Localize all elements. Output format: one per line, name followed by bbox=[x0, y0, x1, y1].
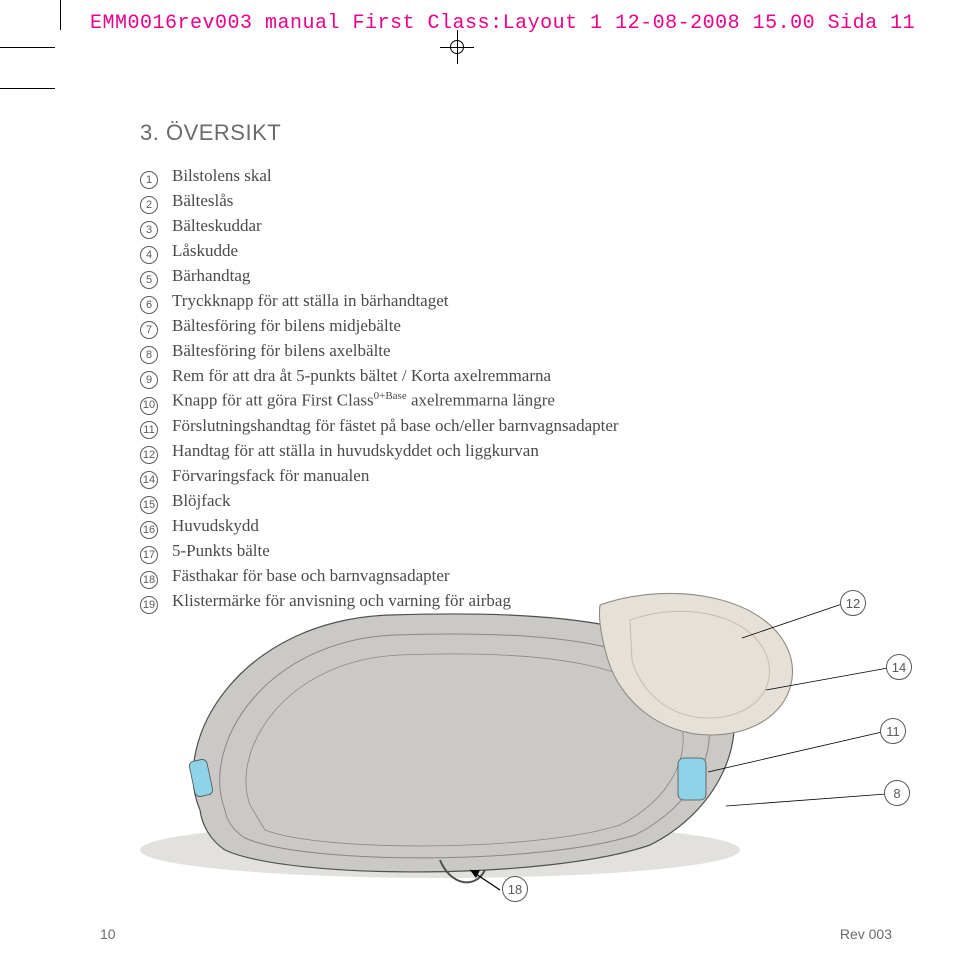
item-text: Bärhandtag bbox=[172, 265, 250, 288]
item-text: Bälteskuddar bbox=[172, 215, 262, 238]
list-item: 16 Huvudskydd bbox=[140, 515, 900, 538]
item-number: 7 bbox=[140, 321, 158, 339]
list-item: 14 Förvaringsfack för manualen bbox=[140, 465, 900, 488]
list-item: 8 Bältesföring för bilens axelbälte bbox=[140, 340, 900, 363]
reg-cross bbox=[457, 30, 458, 64]
list-item: 6 Tryckknapp för att ställa in bärhandtag… bbox=[140, 290, 900, 313]
item-number: 5 bbox=[140, 271, 158, 289]
item-text: Tryckknapp för att ställa in bärhandtage… bbox=[172, 290, 449, 313]
header-line: EMM0016rev003 manual First Class:Layout … bbox=[90, 12, 915, 35]
item-number: 15 bbox=[140, 496, 158, 514]
callout-14: 14 bbox=[886, 654, 912, 680]
revision-label: Rev 003 bbox=[840, 926, 892, 942]
crop-mark bbox=[60, 0, 61, 30]
list-item: 7 Bältesföring för bilens midjebälte bbox=[140, 315, 900, 338]
list-item: 11 Förslutningshandtag för fästet på base… bbox=[140, 415, 900, 438]
crop-mark bbox=[0, 47, 55, 48]
item-number: 10 bbox=[140, 397, 158, 415]
carseat-illustration: 12 14 11 8 18 bbox=[130, 560, 930, 890]
item-number: 16 bbox=[140, 521, 158, 539]
item-number: 4 bbox=[140, 246, 158, 264]
item-text: Knapp för att göra First Class0+Base axe… bbox=[172, 389, 555, 413]
callout-18: 18 bbox=[502, 876, 528, 902]
item-number: 8 bbox=[140, 346, 158, 364]
item-number: 11 bbox=[140, 421, 158, 439]
page-number: 10 bbox=[100, 926, 116, 942]
list-item: 1 Bilstolens skal bbox=[140, 165, 900, 188]
item-text: Rem för att dra åt 5-punkts bältet / Kor… bbox=[172, 365, 551, 388]
crop-mark bbox=[0, 88, 55, 89]
list-item: 9 Rem för att dra åt 5-punkts bältet / Ko… bbox=[140, 365, 900, 388]
callout-12: 12 bbox=[840, 590, 866, 616]
callout-11: 11 bbox=[880, 718, 906, 744]
section-title: 3. ÖVERSIKT bbox=[140, 120, 281, 146]
item-text: Bältesföring för bilens axelbälte bbox=[172, 340, 391, 363]
item-text: Bilstolens skal bbox=[172, 165, 272, 188]
item-text: Förslutningshandtag för fästet på base o… bbox=[172, 415, 619, 438]
item-number: 3 bbox=[140, 221, 158, 239]
item-number: 1 bbox=[140, 171, 158, 189]
item-number: 9 bbox=[140, 371, 158, 389]
item-number: 14 bbox=[140, 471, 158, 489]
overview-list: 1Bilstolens skal2Bälteslås3Bälteskuddar4… bbox=[140, 165, 900, 615]
list-item: 4 Låskudde bbox=[140, 240, 900, 263]
list-item: 2 Bälteslås bbox=[140, 190, 900, 213]
item-text: Bältesföring för bilens midjebälte bbox=[172, 315, 401, 338]
item-text: Bälteslås bbox=[172, 190, 233, 213]
callout-8: 8 bbox=[884, 780, 910, 806]
item-text: Huvudskydd bbox=[172, 515, 259, 538]
item-text: Låskudde bbox=[172, 240, 238, 263]
superscript: 0+Base bbox=[374, 390, 407, 402]
item-text: Förvaringsfack för manualen bbox=[172, 465, 369, 488]
list-item: 3 Bälteskuddar bbox=[140, 215, 900, 238]
item-number: 6 bbox=[140, 296, 158, 314]
item-text: Handtag för att ställa in huvudskyddet o… bbox=[172, 440, 539, 463]
item-number: 12 bbox=[140, 446, 158, 464]
list-item: 10 Knapp för att göra First Class0+Base a… bbox=[140, 389, 900, 413]
list-item: 12 Handtag för att ställa in huvudskyddet… bbox=[140, 440, 900, 463]
list-item: 15 Blöjfack bbox=[140, 490, 900, 513]
item-text: Blöjfack bbox=[172, 490, 231, 513]
item-number: 2 bbox=[140, 196, 158, 214]
list-item: 5 Bärhandtag bbox=[140, 265, 900, 288]
